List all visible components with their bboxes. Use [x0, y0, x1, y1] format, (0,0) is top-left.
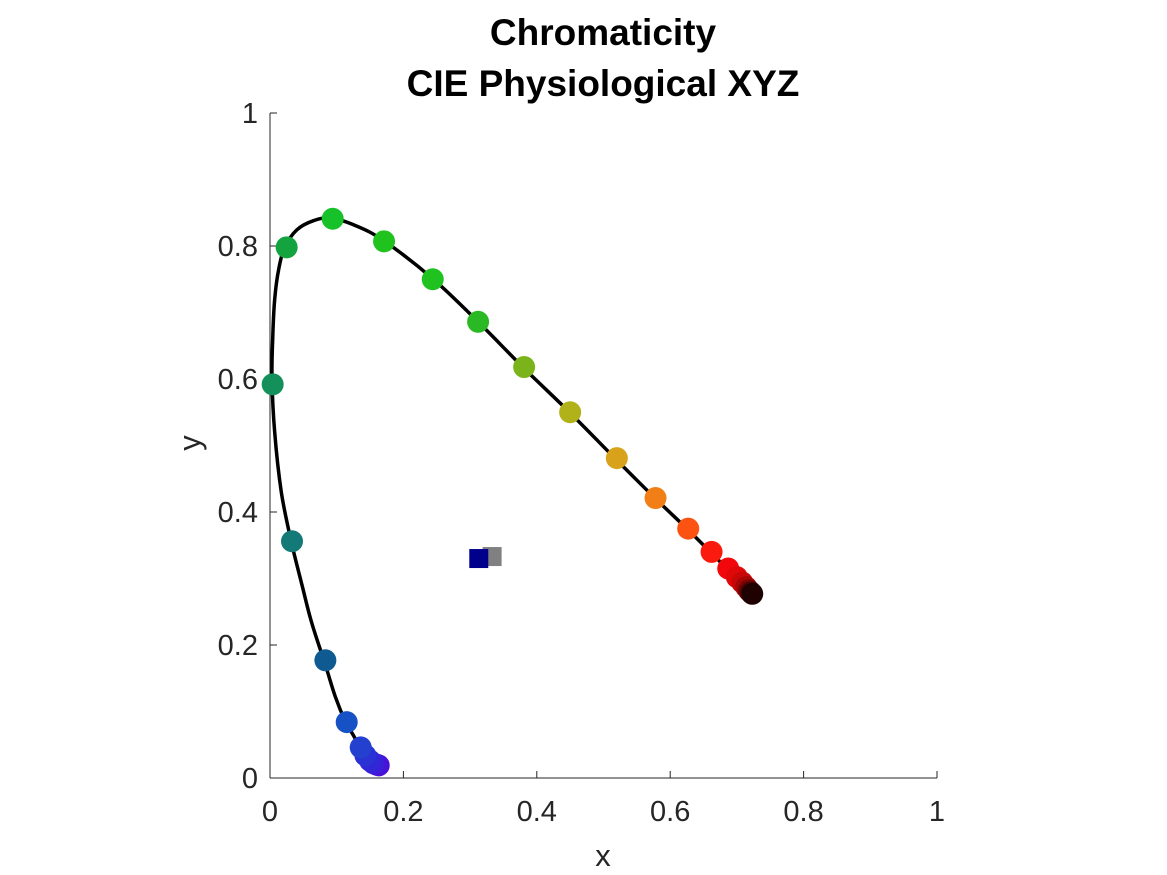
spectrum-point	[644, 487, 667, 510]
x-tick-label: 0.2	[383, 796, 423, 828]
y-tick-label: 0	[242, 763, 258, 795]
spectrum-points	[261, 207, 764, 777]
spectrum-point	[261, 373, 284, 396]
axes	[269, 113, 937, 779]
spectrum-point	[513, 356, 536, 379]
white-point-square	[469, 549, 489, 569]
y-tick-label: 0.6	[218, 364, 258, 396]
chart-subtitle: CIE Physiological XYZ	[407, 63, 800, 104]
x-tick-label: 0.4	[517, 796, 557, 828]
spectrum-point	[700, 540, 723, 563]
spectrum-point	[605, 447, 628, 470]
spectrum-point	[741, 582, 764, 605]
x-tick-label: 1	[929, 796, 945, 828]
spectrum-point	[373, 230, 396, 253]
x-tick-label: 0.8	[783, 796, 823, 828]
chart-title: Chromaticity	[490, 12, 717, 53]
y-ticks: 0 0.2 0.4 0.6 0.8 1	[218, 98, 277, 795]
x-ticks: 0 0.2 0.4 0.6 0.8 1	[262, 771, 945, 828]
spectrum-point	[467, 310, 490, 333]
y-tick-label: 0.8	[218, 231, 258, 263]
spectrum-point	[349, 736, 372, 759]
spectrum-point	[275, 236, 298, 259]
spectral-locus-line	[270, 216, 754, 768]
y-tick-label: 0.2	[218, 630, 258, 662]
spectrum-point	[314, 649, 337, 672]
white-points	[469, 547, 502, 569]
spectrum-point	[677, 517, 700, 540]
x-axis-label: x	[595, 838, 611, 873]
x-tick-label: 0.6	[650, 796, 690, 828]
spectrum-point	[421, 268, 444, 291]
y-axis-label: y	[172, 435, 207, 451]
spectrum-point	[281, 530, 304, 553]
y-tick-label: 1	[242, 98, 258, 130]
y-tick-label: 0.4	[218, 497, 258, 529]
spectrum-point	[321, 207, 344, 230]
spectrum-point	[559, 401, 582, 424]
x-tick-label: 0	[262, 796, 278, 828]
spectrum-point	[335, 711, 358, 734]
